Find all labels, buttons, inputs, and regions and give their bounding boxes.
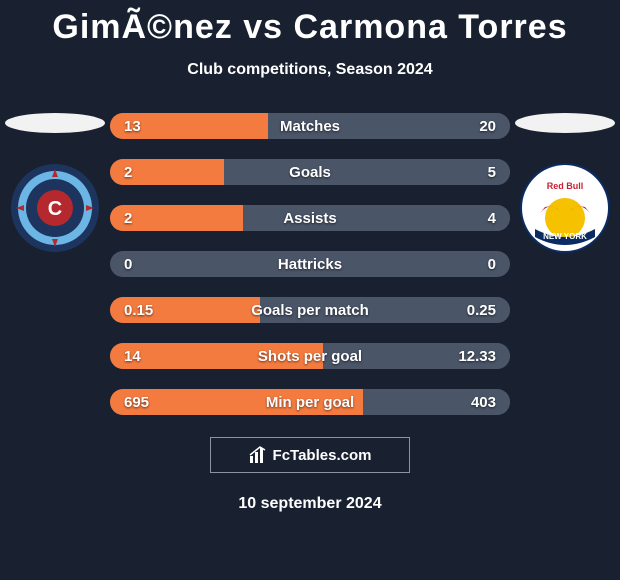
right-club-logo: Red Bull NEW YORK <box>520 163 610 253</box>
left-player-side: C <box>0 113 110 253</box>
brand-box: FcTables.com <box>210 437 410 473</box>
stat-value-right: 5 <box>440 164 510 181</box>
stat-label: Min per goal <box>180 394 440 411</box>
stat-label: Matches <box>180 118 440 135</box>
stat-value-right: 0 <box>440 256 510 273</box>
page-subtitle: Club competitions, Season 2024 <box>0 61 620 79</box>
stat-value-right: 12.33 <box>440 348 510 365</box>
footer-date: 10 september 2024 <box>0 495 620 513</box>
stat-label: Shots per goal <box>180 348 440 365</box>
left-club-logo: C <box>10 163 100 253</box>
stat-label: Assists <box>180 210 440 227</box>
stat-value-right: 4 <box>440 210 510 227</box>
stat-value-left: 0.15 <box>110 302 180 319</box>
chicago-fire-logo-icon: C <box>10 163 100 253</box>
redbull-ny-logo-icon: Red Bull NEW YORK <box>520 163 610 253</box>
stat-row: 0Hattricks0 <box>110 251 510 277</box>
stat-label: Goals <box>180 164 440 181</box>
brand-label: FcTables.com <box>273 447 372 464</box>
right-flag-icon <box>515 113 615 133</box>
stat-value-left: 13 <box>110 118 180 135</box>
svg-text:NEW YORK: NEW YORK <box>543 232 587 241</box>
svg-text:Red Bull: Red Bull <box>547 181 584 191</box>
stat-value-left: 2 <box>110 164 180 181</box>
stat-row: 0.15Goals per match0.25 <box>110 297 510 323</box>
stat-row: 695Min per goal403 <box>110 389 510 415</box>
right-player-side: Red Bull NEW YORK <box>510 113 620 253</box>
comparison-content: C Red Bull NEW YORK <box>0 113 620 415</box>
stat-row: 14Shots per goal12.33 <box>110 343 510 369</box>
stat-label: Goals per match <box>180 302 440 319</box>
svg-text:C: C <box>48 198 62 220</box>
stat-value-left: 0 <box>110 256 180 273</box>
chart-icon <box>249 446 267 464</box>
stat-value-right: 0.25 <box>440 302 510 319</box>
stat-value-right: 403 <box>440 394 510 411</box>
stat-value-right: 20 <box>440 118 510 135</box>
stat-label: Hattricks <box>180 256 440 273</box>
stat-row: 2Assists4 <box>110 205 510 231</box>
stat-value-left: 14 <box>110 348 180 365</box>
stat-row: 13Matches20 <box>110 113 510 139</box>
stat-value-left: 695 <box>110 394 180 411</box>
stat-row: 2Goals5 <box>110 159 510 185</box>
page-title: GimÃ©nez vs Carmona Torres <box>0 0 620 47</box>
stat-value-left: 2 <box>110 210 180 227</box>
left-flag-icon <box>5 113 105 133</box>
stats-rows: 13Matches202Goals52Assists40Hattricks00.… <box>110 113 510 415</box>
